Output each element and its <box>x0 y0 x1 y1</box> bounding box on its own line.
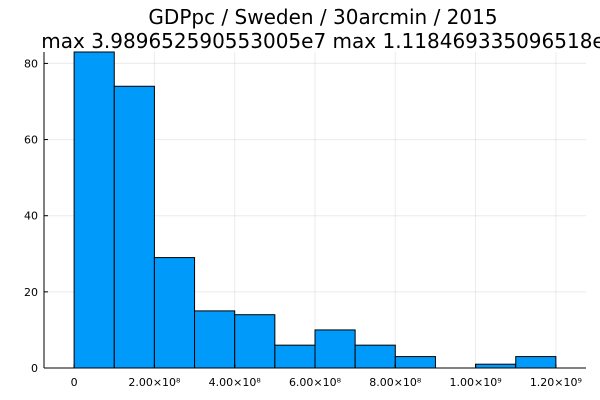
histogram-bar-3 <box>194 310 236 369</box>
x-tick-label: 6.00×10⁸ <box>289 376 342 389</box>
histogram-bar-4 <box>234 314 276 369</box>
y-axis-ticks: 0 20 40 60 80 <box>24 57 48 375</box>
y-tick-label: 20 <box>24 286 38 299</box>
x-tick-label: 0 <box>71 376 78 389</box>
histogram-bar-7 <box>354 344 396 369</box>
x-tick-label: 1.20×10⁹ <box>530 376 582 389</box>
x-tick-label: 4.00×10⁸ <box>209 376 262 389</box>
x-tick-label: 1.00×10⁹ <box>450 376 502 389</box>
histogram-bar-6 <box>314 329 356 369</box>
y-tick-label: 40 <box>24 210 38 223</box>
y-tick-label: 80 <box>24 57 38 70</box>
histogram-bar-5 <box>274 344 316 369</box>
x-tick-label: 2.00×10⁸ <box>128 376 181 389</box>
histogram-bar-1 <box>113 85 155 369</box>
histogram-bar-2 <box>153 257 196 369</box>
x-axis-ticks: 0 2.00×10⁸ 4.00×10⁸ 6.00×10⁸ 8.00×10⁸ 1.00×10… <box>71 364 582 389</box>
chart-title: GDPpc / Sweden / 30arcmin / 2015 <box>148 5 497 29</box>
y-tick-label: 60 <box>24 134 38 147</box>
histogram-bar-10 <box>475 363 517 369</box>
histogram-bar-11 <box>515 356 557 369</box>
y-tick-label: 0 <box>31 362 38 375</box>
chart-subtitle: max 3.989652590553005e7 max 1.1184693350… <box>41 29 600 53</box>
histogram-bar-8 <box>394 356 436 369</box>
bars <box>73 51 557 369</box>
x-tick-label: 8.00×10⁸ <box>369 376 422 389</box>
histogram-bar-0 <box>73 51 115 369</box>
